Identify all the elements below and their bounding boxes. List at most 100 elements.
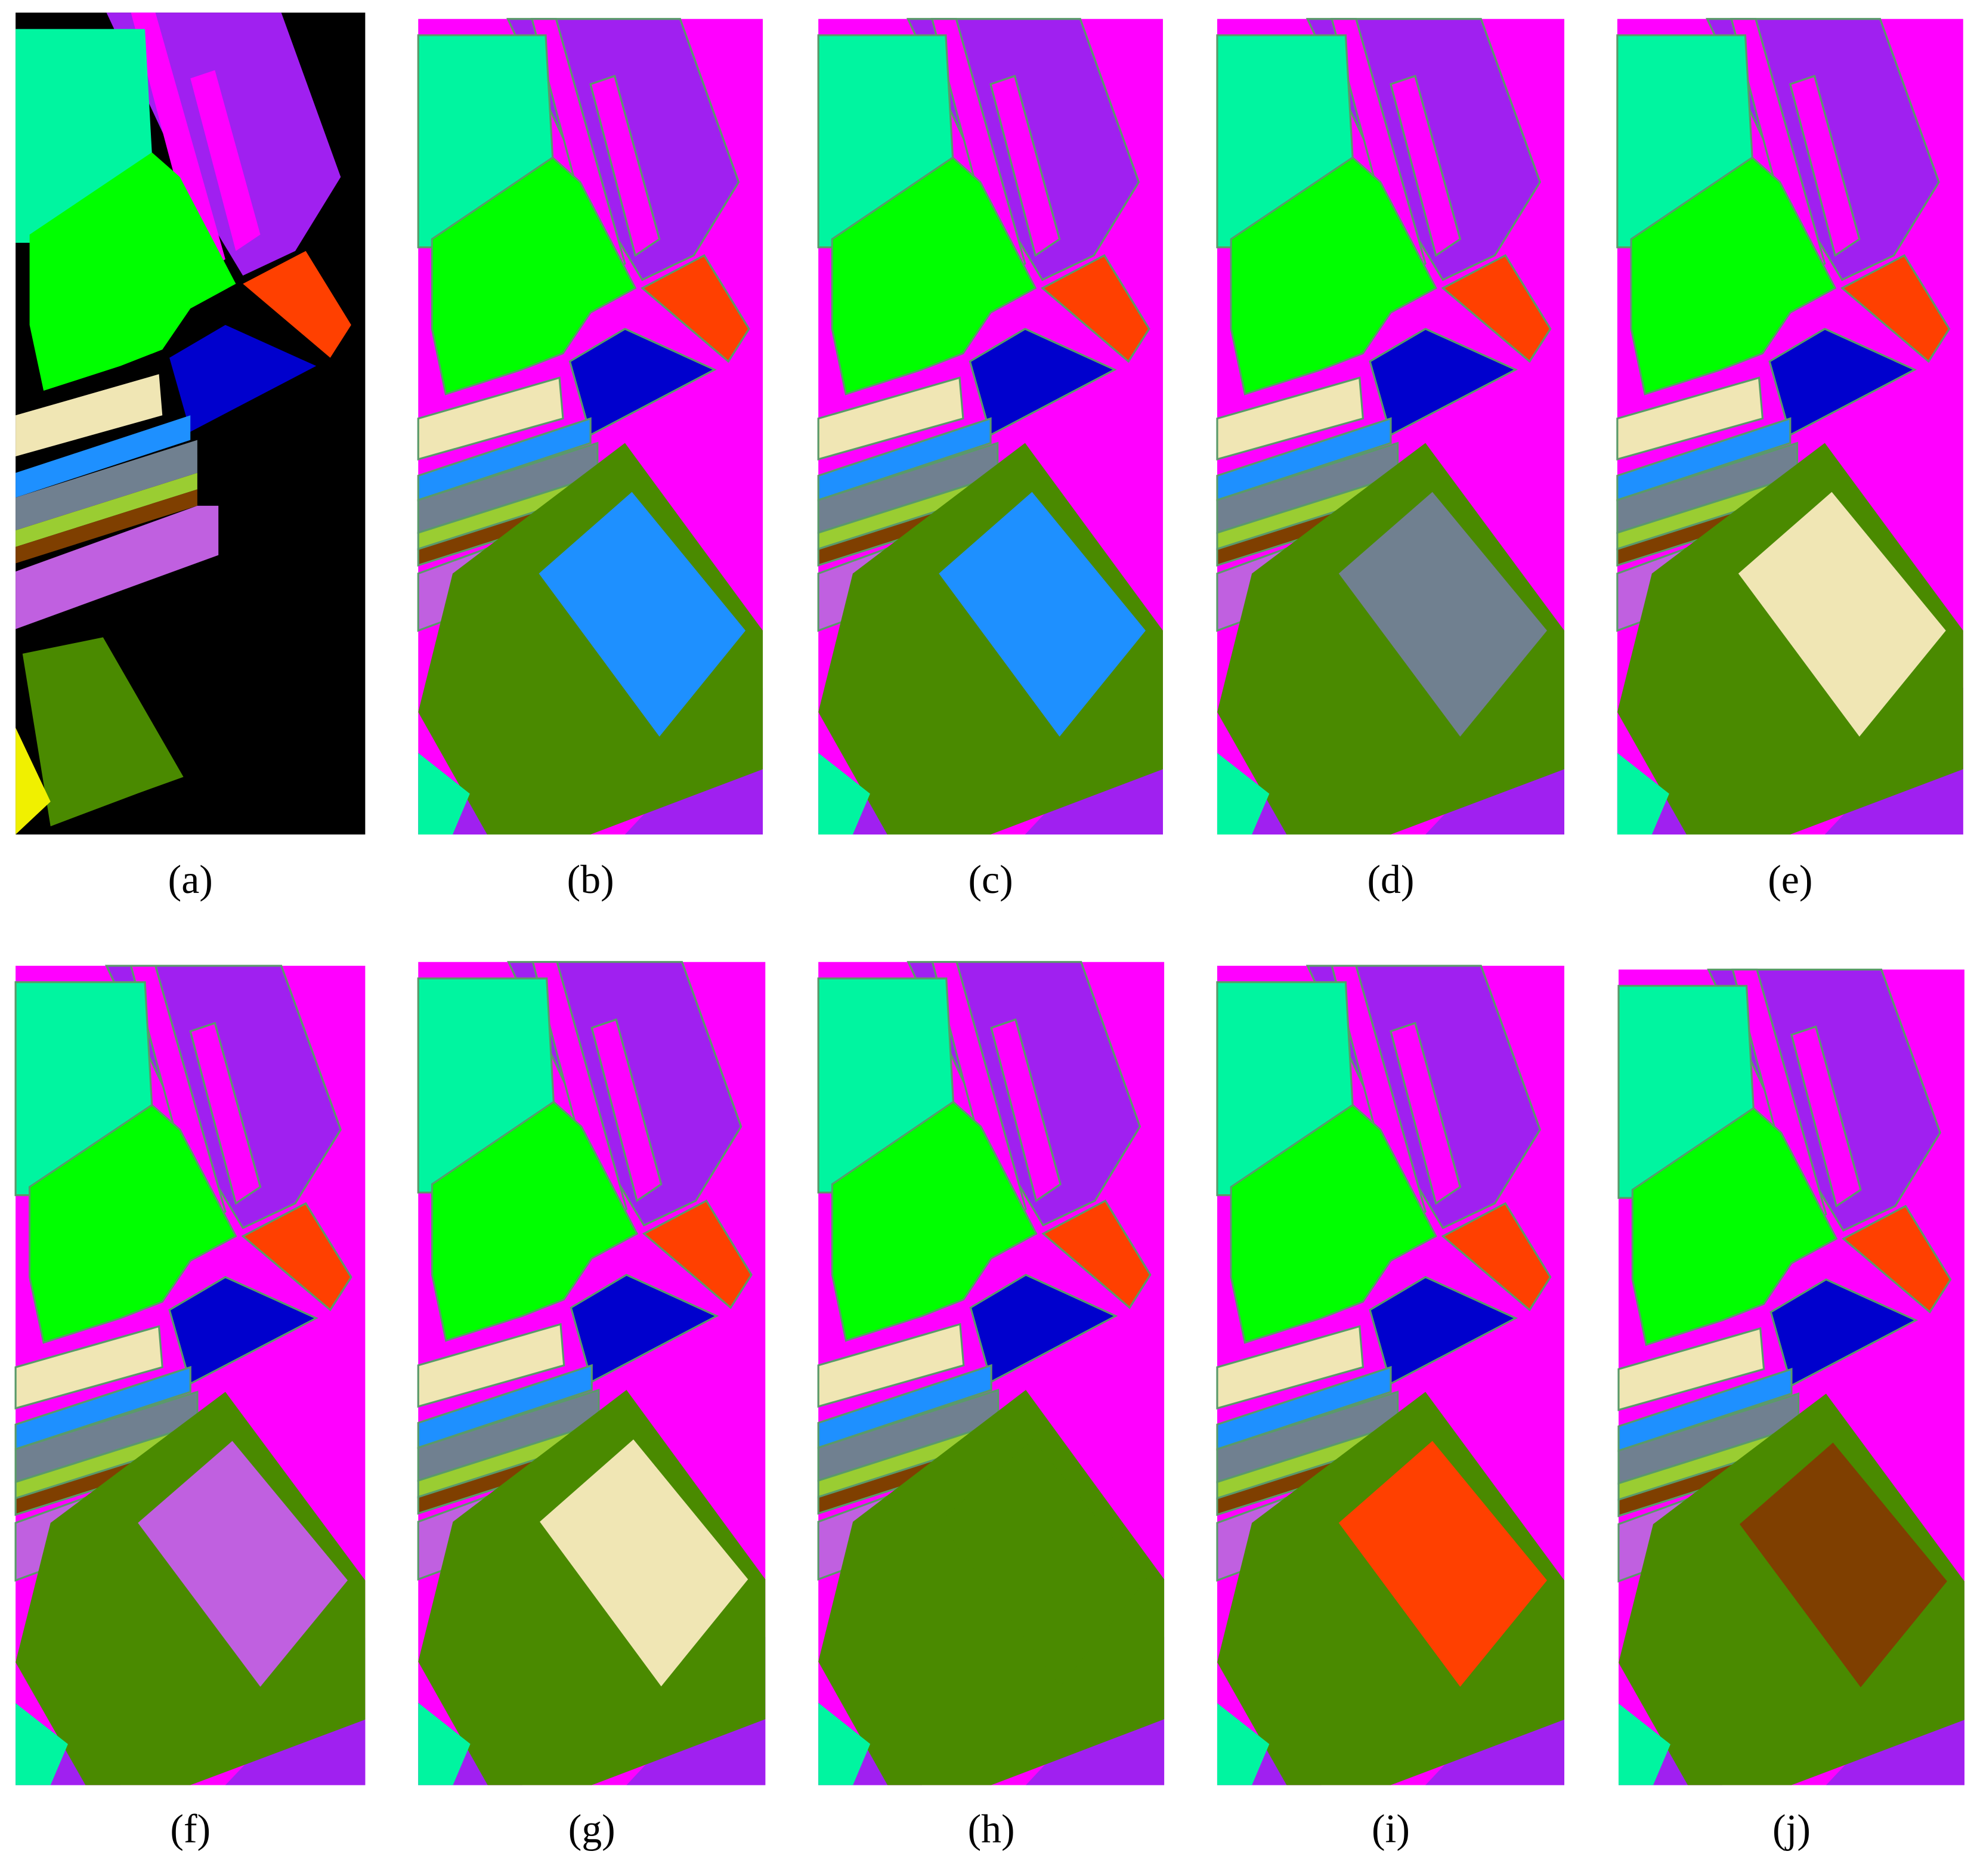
class-region (817, 1364, 992, 1450)
class-region (16, 440, 197, 531)
class-region (989, 75, 1061, 257)
class-region (939, 492, 1146, 737)
class-region (642, 1199, 753, 1309)
class-region (138, 1441, 348, 1687)
class-region (1026, 1637, 1165, 1785)
class-region (1630, 156, 1837, 395)
class-region (1618, 1703, 1670, 1785)
class-region (16, 29, 152, 243)
class-region (1768, 327, 1917, 437)
class-region (1216, 417, 1392, 502)
class-region (1217, 1703, 1270, 1785)
class-region (1616, 417, 1792, 502)
class-region (641, 254, 750, 363)
panel-label: (j) (1772, 1807, 1811, 1852)
class-region (1840, 254, 1951, 363)
class-region (1338, 1441, 1547, 1687)
class-region (1631, 1107, 1838, 1346)
class-region (418, 1702, 471, 1785)
class-region (14, 1365, 191, 1451)
panel-label: (b) (567, 857, 614, 902)
class-region (568, 327, 717, 437)
class-region (16, 505, 219, 629)
classification-map (417, 961, 766, 1785)
class-region (1617, 1327, 1765, 1411)
class-region (539, 492, 746, 737)
class-region (1369, 1276, 1518, 1385)
panel-label: (h) (968, 1807, 1015, 1852)
class-region (969, 1274, 1118, 1383)
class-region (16, 489, 197, 564)
class-region (1738, 492, 1946, 737)
class-region (417, 417, 592, 502)
class-region (990, 1018, 1062, 1203)
class-region (1338, 492, 1547, 737)
class-region (969, 327, 1117, 437)
class-region (540, 1439, 748, 1687)
class-region (1230, 1104, 1437, 1344)
panel-label: (e) (1768, 857, 1812, 902)
class-region (168, 1276, 318, 1385)
panel-label: (i) (1372, 1807, 1410, 1852)
class-region (418, 753, 470, 835)
class-region (817, 376, 964, 461)
class-region (417, 1364, 593, 1450)
class-region (817, 1322, 965, 1408)
class-region (818, 1702, 871, 1785)
panel-label: (d) (1367, 857, 1414, 902)
class-region (16, 727, 51, 835)
class-region (1217, 753, 1270, 835)
class-region (1441, 254, 1552, 363)
class-region (1390, 75, 1462, 257)
class-region (1216, 1325, 1365, 1410)
class-region (22, 637, 184, 827)
class-region (417, 376, 564, 461)
class-region (831, 1101, 1038, 1342)
panel-label: (f) (170, 1807, 211, 1852)
classification-map (1216, 18, 1564, 835)
class-region (1617, 753, 1669, 835)
classification-map (817, 961, 1165, 1785)
class-region (16, 415, 191, 498)
class-region (1216, 376, 1365, 461)
panel-label: (a) (168, 857, 213, 902)
class-region (1041, 254, 1150, 363)
class-region (1041, 1199, 1152, 1309)
class-region (1789, 75, 1861, 257)
class-region (431, 1101, 639, 1342)
class-region (16, 472, 197, 547)
class-region (241, 1202, 352, 1312)
class-region (29, 152, 236, 391)
class-region (939, 1439, 1147, 1687)
class-region (169, 324, 317, 432)
panel-label: (c) (968, 857, 1013, 902)
class-region (1369, 327, 1518, 437)
classification-map (817, 18, 1163, 835)
classification-map (1616, 18, 1963, 835)
class-region (1617, 1368, 1793, 1452)
classification-map (16, 13, 366, 835)
class-region (1216, 1365, 1392, 1451)
class-region (431, 156, 637, 395)
class-region (1441, 1202, 1552, 1312)
class-region (818, 753, 870, 835)
class-region (1230, 156, 1437, 395)
class-region (14, 1325, 163, 1410)
class-region (1769, 1278, 1919, 1387)
class-region (190, 70, 261, 251)
class-region (590, 1018, 663, 1203)
class-region (1826, 1638, 1964, 1785)
classification-map (1617, 968, 1964, 1785)
class-region (16, 374, 163, 457)
class-region (1739, 1442, 1947, 1688)
class-region (1790, 1025, 1862, 1208)
class-region (1390, 1022, 1462, 1205)
class-region (29, 1104, 237, 1344)
class-region (626, 1637, 766, 1785)
class-region (817, 417, 992, 502)
class-region (1616, 376, 1764, 461)
class-region (131, 13, 225, 276)
class-region (243, 251, 351, 358)
